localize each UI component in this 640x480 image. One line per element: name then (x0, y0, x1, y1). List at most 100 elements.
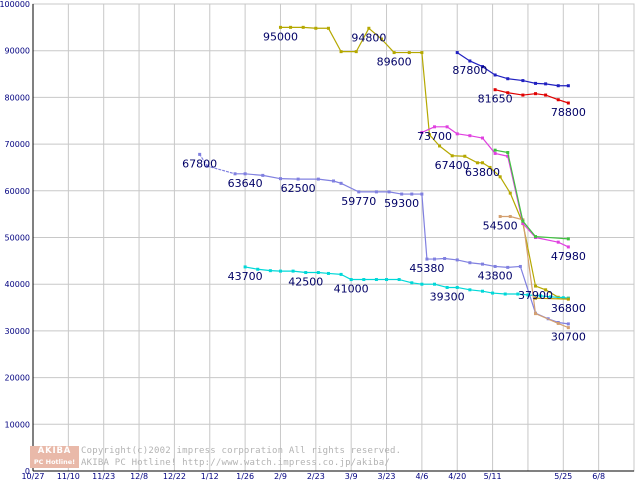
data-point (468, 261, 472, 265)
series-segment (522, 222, 537, 239)
series-segment (456, 133, 471, 137)
data-label: 43800 (478, 269, 513, 282)
data-label: 67800 (182, 157, 217, 170)
x-tick-label: 10/27 (21, 472, 44, 480)
series-segment (522, 79, 537, 84)
series-segment (517, 293, 529, 296)
series-9 (534, 296, 570, 301)
data-point (506, 77, 510, 81)
data-point (493, 264, 497, 268)
data-label: 81650 (478, 93, 513, 106)
x-tick-label: 4/6 (415, 472, 428, 480)
data-point (326, 26, 330, 30)
data-point (420, 282, 424, 286)
data-label: 94800 (351, 31, 386, 44)
series-segment (534, 93, 547, 96)
series-segment (481, 290, 494, 294)
series-segment (302, 26, 317, 29)
data-point (516, 292, 520, 296)
series-segment (545, 289, 559, 298)
series-segment (398, 278, 413, 284)
series-segment (327, 272, 342, 275)
data-point (410, 192, 414, 196)
data-point (425, 257, 429, 261)
data-point (521, 219, 525, 223)
series-7 (455, 51, 570, 88)
data-point (521, 221, 525, 225)
series-segment (522, 219, 537, 315)
data-point (468, 134, 472, 138)
series-segment (534, 236, 559, 243)
series-segment (557, 322, 569, 329)
data-point (480, 289, 484, 293)
y-tick-label: 40000 (5, 280, 30, 289)
series-segment (456, 51, 471, 62)
data-point (503, 292, 507, 296)
data-point (420, 192, 424, 196)
data-point (508, 191, 512, 195)
y-tick-label: 30000 (5, 327, 30, 336)
series-segment (438, 145, 453, 157)
data-point (316, 177, 320, 181)
series-5 (420, 125, 570, 249)
series-segment (522, 220, 537, 238)
series-segment (444, 257, 458, 261)
series-segment (494, 89, 509, 94)
data-point (493, 148, 497, 152)
data-point (534, 235, 538, 239)
series-segment (557, 241, 569, 248)
series-segment (481, 263, 496, 268)
data-point (410, 281, 414, 285)
series-segment (433, 257, 446, 260)
data-label: 63640 (228, 177, 263, 190)
data-label: 54500 (483, 219, 518, 232)
data-point (508, 214, 512, 218)
data-label: 30700 (551, 331, 586, 344)
data-point (544, 93, 548, 97)
data-point (367, 26, 371, 30)
series-segment (257, 268, 271, 272)
series-segment (494, 149, 509, 154)
data-point (534, 296, 538, 300)
data-label: 39300 (430, 290, 465, 303)
data-label: 43700 (228, 270, 263, 283)
data-point (433, 257, 437, 261)
series-segment (469, 60, 484, 68)
series-segment (539, 295, 552, 298)
data-label: 95000 (263, 30, 298, 43)
data-point (243, 172, 247, 176)
y-tick-label: 70000 (5, 140, 30, 149)
series-segment (489, 166, 501, 178)
data-point (387, 190, 391, 194)
series-segment (244, 266, 259, 270)
series-segment (433, 283, 448, 289)
data-point (561, 296, 565, 300)
data-point (392, 51, 396, 55)
x-tick-label: 2/9 (274, 472, 287, 480)
logo-line-hotline: PC Hotline! (30, 457, 79, 468)
series-segment (368, 27, 383, 40)
x-tick-label: 1/12 (201, 472, 219, 480)
data-point (521, 93, 525, 97)
data-point (357, 190, 361, 194)
series-1 (278, 25, 570, 300)
data-point (304, 271, 308, 275)
data-label: 78800 (551, 106, 586, 119)
data-label: 47980 (551, 250, 586, 263)
data-point (480, 161, 484, 165)
data-point (488, 165, 492, 169)
series-segment (494, 74, 509, 80)
x-tick-label: 1/26 (236, 472, 254, 480)
data-point (506, 154, 510, 158)
y-tick-label: 50000 (5, 234, 30, 243)
series-segment (494, 265, 509, 268)
data-point (332, 179, 335, 183)
y-tick-label: 0 (25, 467, 30, 476)
data-point (278, 269, 282, 273)
akiba-pc-hotline-logo: AKIBA PC Hotline! (30, 446, 79, 468)
series-segment (464, 155, 479, 164)
data-point (291, 269, 295, 273)
data-label: 59300 (384, 197, 419, 210)
data-point (506, 151, 510, 155)
